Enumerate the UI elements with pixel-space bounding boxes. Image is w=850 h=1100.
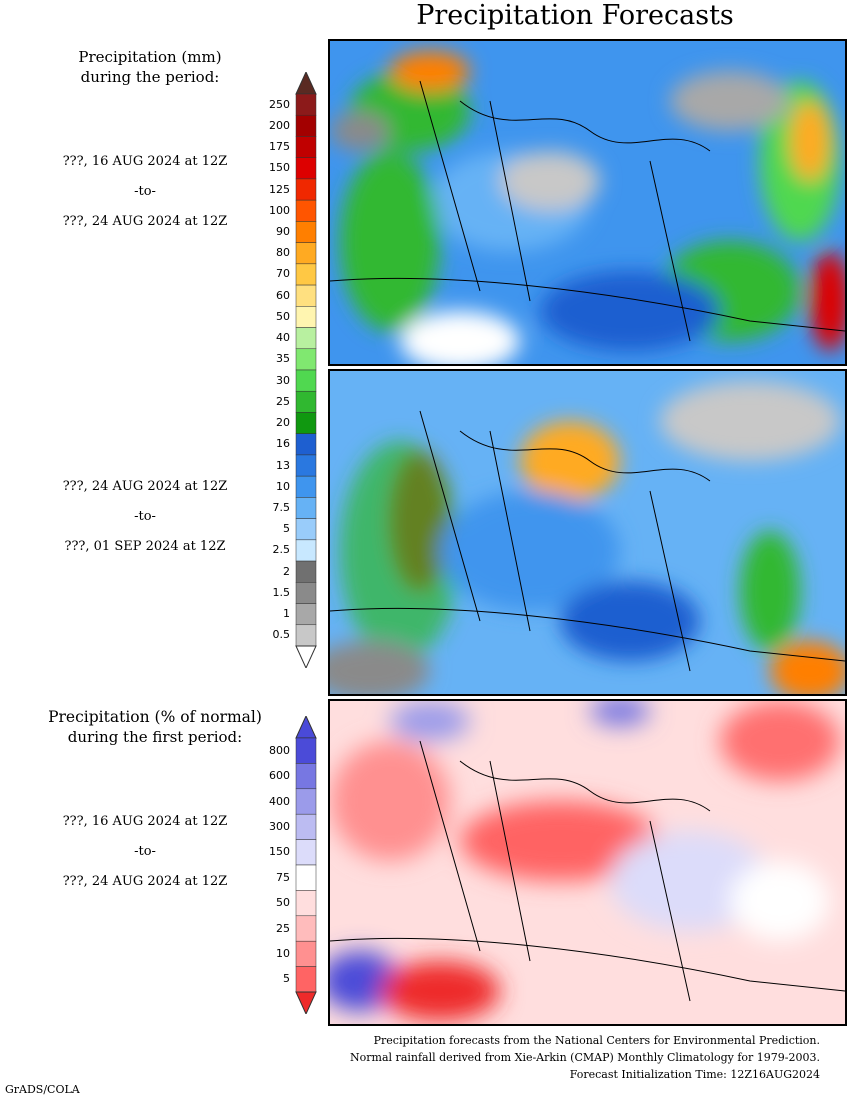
pct-heading-line2: during the first period:	[67, 728, 243, 746]
precip-scale-tick-label: 60	[276, 288, 290, 302]
precip-scale-tick-label: 20	[276, 416, 290, 430]
precip-scale-swatch	[295, 603, 317, 626]
precip-heading-line2: during the period:	[80, 68, 220, 86]
footer-line2: Normal rainfall derived from Xie-Arkin (…	[350, 1051, 820, 1064]
footer-line1: Precipitation forecasts from the Nationa…	[373, 1034, 820, 1047]
pct-scale-tick-label: 25	[276, 921, 290, 935]
precip-scale-swatch	[295, 178, 317, 201]
precip-scale-tick-label: 100	[269, 203, 290, 217]
pct-scale-tick-label: 10	[276, 946, 290, 960]
precip-scale-swatch	[295, 306, 317, 328]
period2-to-word: -to-	[134, 509, 156, 524]
pct-scale-top-arrow	[295, 716, 317, 739]
pct-scale-bottom-arrow	[295, 991, 317, 1014]
precip-scale-swatch	[295, 327, 317, 350]
page-title: Precipitation Forecasts	[416, 0, 734, 31]
pct-scale-tick-label: 150	[269, 845, 290, 859]
percent-colorbar	[295, 716, 317, 1014]
precip-scale-swatch	[295, 221, 317, 243]
precip-scale-tick-label: 16	[276, 437, 290, 451]
precip-scale-swatch	[295, 433, 317, 456]
precip-scale-tick-label: 30	[276, 373, 290, 387]
precip-map-week2	[328, 369, 847, 696]
period1-to-word: -to-	[134, 184, 156, 199]
pct-scale-tick-label: 75	[276, 870, 290, 884]
pct-scale-tick-label: 600	[269, 769, 290, 783]
precip-scale-swatch	[295, 369, 317, 392]
pct-scale-swatch	[295, 737, 317, 764]
precip-scale-tick-label: 2.5	[272, 543, 291, 557]
period1-from: ???, 16 AUG 2024 at 12Z	[62, 154, 228, 169]
precip-scale-bottom-arrow	[295, 645, 317, 668]
period1-to: ???, 24 AUG 2024 at 12Z	[62, 214, 228, 229]
pct-scale-swatch	[295, 915, 317, 942]
precip-scale-tick-label: 80	[276, 246, 290, 260]
precip-percent-normal-map	[328, 699, 847, 1026]
precip-scale-tick-label: 90	[276, 225, 290, 238]
precip-scale-swatch	[295, 582, 317, 604]
precip-scale-swatch	[295, 412, 317, 434]
pct-scale-tick-label: 5	[283, 972, 290, 986]
precip-scale-tick-label: 7.5	[272, 501, 291, 514]
precip-scale-swatch	[295, 539, 317, 562]
precip-scale-tick-label: 250	[269, 97, 290, 111]
footer-line3: Forecast Initialization Time: 12Z16AUG20…	[569, 1068, 820, 1081]
pct-scale-tick-label: 50	[276, 896, 290, 910]
precip-scale-swatch	[295, 199, 317, 222]
precip-scale-swatch	[295, 263, 317, 286]
precip-scale-tick-label: 1	[283, 607, 290, 621]
precip-scale-swatch	[295, 242, 317, 265]
precip-scale-tick-label: 13	[276, 458, 290, 472]
pct-scale-swatch	[295, 763, 317, 790]
precip-scale-swatch	[295, 518, 317, 541]
precip-scale-swatch	[295, 475, 317, 498]
pct-scale-swatch	[295, 890, 317, 917]
precip-scale-tick-label: 35	[276, 352, 290, 366]
precip-scale-tick-label: 5	[283, 522, 290, 536]
precip-scale-swatch	[295, 454, 317, 477]
period2-from: ???, 24 AUG 2024 at 12Z	[62, 479, 228, 494]
period2-to: ???, 01 SEP 2024 at 12Z	[64, 539, 226, 554]
precip-scale-top-arrow	[295, 72, 317, 95]
precip-scale-swatch	[295, 284, 317, 307]
pct-scale-tick-label: 400	[269, 794, 290, 808]
precip-scale-tick-label: 150	[269, 161, 290, 175]
precip-colorbar	[295, 72, 317, 668]
precip-scale-tick-label: 40	[276, 331, 290, 345]
precip-scale-swatch	[295, 348, 317, 371]
precip-scale-tick-label: 70	[276, 267, 290, 281]
pct-scale-swatch	[295, 864, 317, 891]
precip-scale-tick-label: 1.5	[272, 585, 291, 599]
precip-scale-tick-label: 2	[283, 564, 290, 578]
precip-scale-tick-label: 175	[269, 140, 290, 154]
precip-heading-line1: Precipitation (mm)	[78, 48, 222, 66]
precip-scale-tick-label: 10	[276, 479, 290, 493]
pct-scale-swatch	[295, 940, 317, 967]
precip-scale-swatch	[295, 93, 317, 116]
pct-heading-line1: Precipitation (% of normal)	[48, 708, 262, 726]
precip-map-week1	[328, 39, 847, 366]
precip-scale-swatch	[295, 497, 317, 519]
pct-period-to-word: -to-	[134, 844, 156, 859]
precip-scale-swatch	[295, 624, 317, 647]
precip-scale-tick-label: 50	[276, 309, 290, 323]
precip-scale-tick-label: 200	[269, 118, 290, 132]
pct-scale-swatch	[295, 788, 317, 815]
pct-scale-swatch	[295, 966, 317, 993]
precip-scale-tick-label: 0.5	[272, 628, 291, 642]
pct-scale-swatch	[295, 839, 317, 866]
precip-scale-tick-label: 25	[276, 394, 290, 408]
grads-credit: GrADS/COLA	[5, 1083, 80, 1096]
pct-scale-tick-label: 300	[269, 819, 290, 833]
pct-scale-swatch	[295, 813, 317, 840]
pct-period-from: ???, 16 AUG 2024 at 12Z	[62, 814, 228, 829]
pct-period-to: ???, 24 AUG 2024 at 12Z	[62, 874, 228, 889]
precip-scale-tick-label: 125	[269, 182, 290, 196]
precip-scale-swatch	[295, 560, 317, 583]
precip-scale-swatch	[295, 136, 317, 158]
precip-scale-swatch	[295, 157, 317, 180]
precip-scale-swatch	[295, 114, 317, 137]
precip-scale-swatch	[295, 390, 317, 413]
pct-scale-tick-label: 800	[269, 743, 290, 757]
